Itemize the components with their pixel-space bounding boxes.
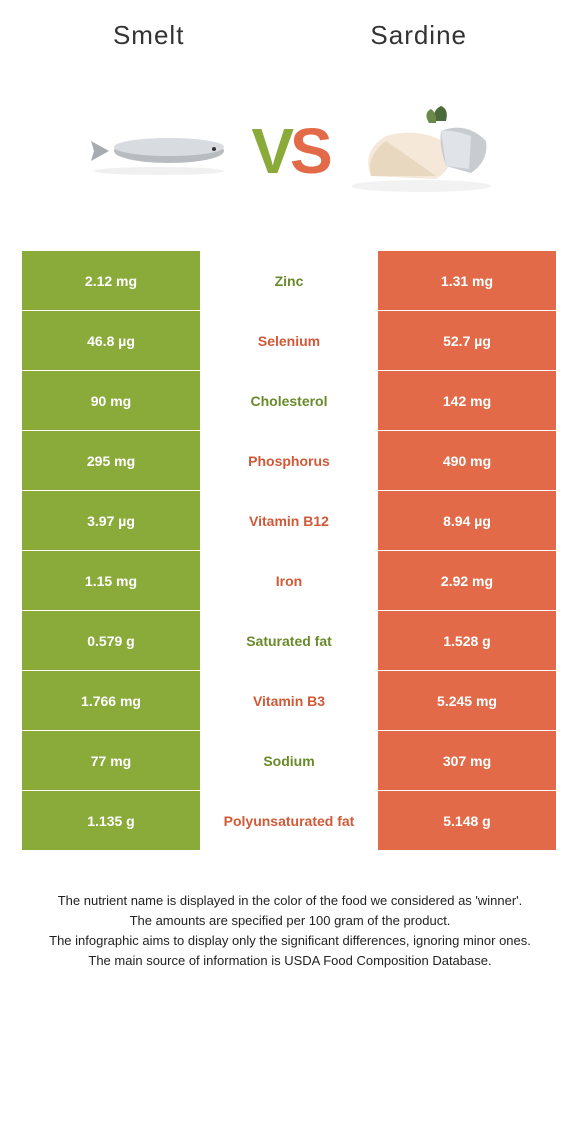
value-left: 1.135 g [22, 791, 200, 850]
value-right: 52.7 µg [378, 311, 556, 370]
footer-line: The infographic aims to display only the… [26, 931, 554, 951]
images-row: VS [0, 61, 580, 251]
value-right: 490 mg [378, 431, 556, 490]
value-right: 5.245 mg [378, 671, 556, 730]
footer-notes: The nutrient name is displayed in the co… [0, 851, 580, 992]
nutrient-label: Saturated fat [200, 611, 378, 670]
value-right: 1.528 g [378, 611, 556, 670]
nutrient-label: Vitamin B12 [200, 491, 378, 550]
title-right: Sardine [370, 20, 467, 51]
table-row: 0.579 gSaturated fat1.528 g [22, 611, 558, 670]
value-right: 5.148 g [378, 791, 556, 850]
vs-v-letter: V [251, 114, 290, 188]
sardine-image [341, 91, 501, 211]
table-row: 1.135 gPolyunsaturated fat5.148 g [22, 791, 558, 850]
nutrient-label: Sodium [200, 731, 378, 790]
table-row: 2.12 mgZinc1.31 mg [22, 251, 558, 310]
value-right: 8.94 µg [378, 491, 556, 550]
footer-line: The amounts are specified per 100 gram o… [26, 911, 554, 931]
title-left: Smelt [113, 20, 184, 51]
value-left: 90 mg [22, 371, 200, 430]
nutrient-label: Phosphorus [200, 431, 378, 490]
nutrient-label: Cholesterol [200, 371, 378, 430]
nutrient-label: Zinc [200, 251, 378, 310]
value-left: 295 mg [22, 431, 200, 490]
value-right: 2.92 mg [378, 551, 556, 610]
value-left: 46.8 µg [22, 311, 200, 370]
vs-badge: VS [251, 114, 328, 188]
nutrient-label: Selenium [200, 311, 378, 370]
vs-s-letter: S [290, 114, 329, 188]
footer-line: The main source of information is USDA F… [26, 951, 554, 971]
smelt-image [79, 91, 239, 211]
nutrient-label: Polyunsaturated fat [200, 791, 378, 850]
comparison-table: 2.12 mgZinc1.31 mg46.8 µgSelenium52.7 µg… [22, 251, 558, 850]
footer-line: The nutrient name is displayed in the co… [26, 891, 554, 911]
value-left: 77 mg [22, 731, 200, 790]
value-right: 1.31 mg [378, 251, 556, 310]
value-left: 2.12 mg [22, 251, 200, 310]
table-row: 90 mgCholesterol142 mg [22, 371, 558, 430]
table-row: 46.8 µgSelenium52.7 µg [22, 311, 558, 370]
value-left: 3.97 µg [22, 491, 200, 550]
table-row: 77 mgSodium307 mg [22, 731, 558, 790]
value-right: 307 mg [378, 731, 556, 790]
table-row: 1.15 mgIron2.92 mg [22, 551, 558, 610]
value-left: 0.579 g [22, 611, 200, 670]
header: Smelt Sardine [0, 0, 580, 61]
value-left: 1.766 mg [22, 671, 200, 730]
nutrient-label: Iron [200, 551, 378, 610]
value-right: 142 mg [378, 371, 556, 430]
table-row: 295 mgPhosphorus490 mg [22, 431, 558, 490]
table-row: 1.766 mgVitamin B35.245 mg [22, 671, 558, 730]
nutrient-label: Vitamin B3 [200, 671, 378, 730]
value-left: 1.15 mg [22, 551, 200, 610]
table-row: 3.97 µgVitamin B128.94 µg [22, 491, 558, 550]
